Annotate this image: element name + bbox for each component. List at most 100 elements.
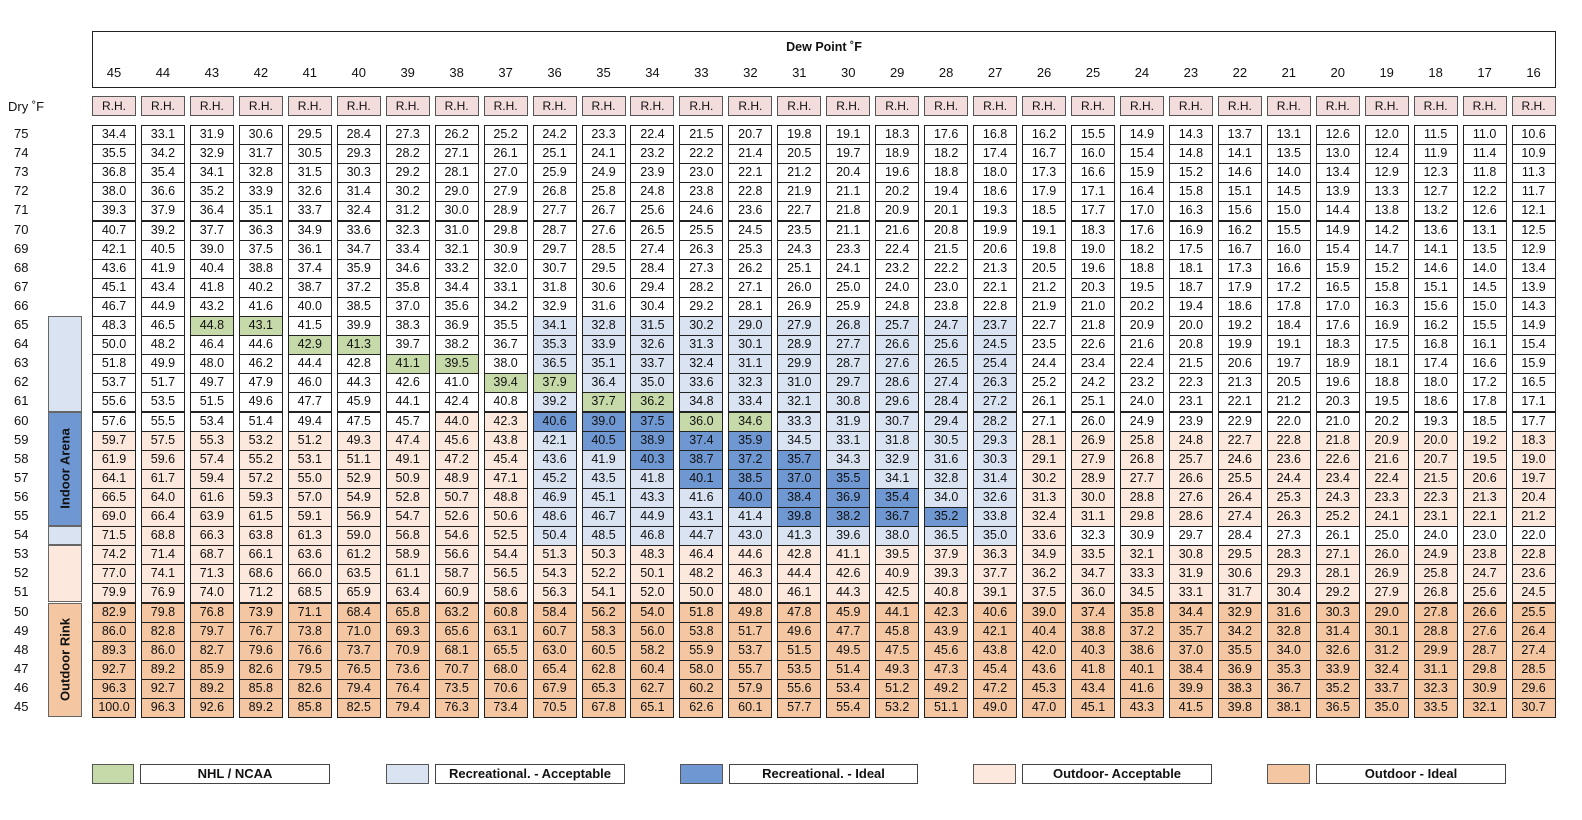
data-cell: 25.7 — [875, 316, 920, 337]
data-cell: 20.8 — [924, 220, 969, 241]
data-cell: 24.5 — [1511, 583, 1556, 604]
data-cell: 74.0 — [189, 583, 234, 604]
data-cell: 31.1 — [1071, 507, 1115, 528]
data-cell: 29.0 — [728, 316, 773, 337]
data-cell: 34.0 — [1266, 640, 1311, 661]
data-cell: 60.7 — [532, 621, 577, 642]
data-cell: 20.7 — [728, 125, 773, 146]
data-cell: 49.1 — [385, 449, 430, 470]
data-cell: 76.6 — [287, 640, 332, 661]
data-cell: 27.1 — [728, 277, 773, 298]
data-cell: 23.2 — [630, 144, 675, 165]
data-cell: 17.3 — [1217, 258, 1262, 279]
data-cell: 22.4 — [875, 239, 920, 260]
row-label: 54 — [14, 527, 29, 543]
data-cell: 39.3 — [924, 564, 969, 585]
data-cell: 42.4 — [434, 392, 479, 413]
column-header: 22 — [1232, 65, 1248, 80]
data-cell: 39.7 — [385, 335, 430, 356]
data-cell: 28.5 — [581, 239, 626, 260]
data-cell: 82.6 — [238, 659, 283, 680]
data-cell: 11.0 — [1462, 125, 1507, 146]
data-cell: 13.6 — [1413, 220, 1458, 241]
data-cell: 45.4 — [483, 449, 528, 470]
data-cell: 16.9 — [1364, 316, 1409, 337]
data-cell: 15.6 — [1413, 296, 1458, 317]
data-cell: 18.6 — [973, 182, 1018, 203]
data-cell: 30.8 — [826, 392, 871, 413]
data-cell: 71.4 — [140, 545, 185, 566]
data-cell: 31.9 — [826, 411, 871, 432]
data-cell: 22.2 — [679, 144, 724, 165]
data-cell: 38.2 — [826, 507, 871, 528]
data-cell: 42.1 — [92, 239, 136, 260]
rh-header-cell: R.H. — [826, 96, 871, 116]
data-cell: 41.6 — [679, 487, 724, 508]
data-cell: 22.1 — [973, 277, 1018, 298]
data-cell: 28.1 — [434, 163, 479, 184]
data-cell: 43.8 — [483, 430, 528, 451]
data-cell: 38.0 — [875, 526, 920, 547]
data-cell: 37.0 — [1168, 640, 1213, 661]
data-cell: 17.7 — [1071, 201, 1115, 222]
data-cell: 33.3 — [1119, 564, 1164, 585]
data-cell: 29.5 — [287, 125, 332, 146]
data-cell: 51.4 — [238, 411, 283, 432]
data-cell: 49.0 — [973, 698, 1018, 719]
data-cell: 13.3 — [1364, 182, 1409, 203]
data-cell: 16.8 — [1413, 335, 1458, 356]
legend-swatch — [680, 764, 723, 784]
row-label: 64 — [14, 336, 29, 352]
data-cell: 51.3 — [532, 545, 577, 566]
data-cell: 38.3 — [1217, 678, 1262, 699]
data-cell: 33.1 — [140, 125, 185, 146]
data-cell: 34.7 — [336, 239, 381, 260]
data-cell: 24.8 — [630, 182, 675, 203]
data-cell: 13.7 — [1217, 125, 1262, 146]
data-cell: 55.2 — [238, 449, 283, 470]
data-cell: 34.1 — [189, 163, 234, 184]
data-cell: 44.1 — [385, 392, 430, 413]
data-cell: 25.2 — [483, 125, 528, 146]
data-cell: 37.4 — [679, 430, 724, 451]
data-cell: 35.6 — [434, 296, 479, 317]
rh-header-cell: R.H. — [140, 96, 185, 116]
data-cell: 62.6 — [679, 698, 724, 719]
data-cell: 26.7 — [581, 201, 626, 222]
data-cell: 41.0 — [434, 373, 479, 394]
rh-header-cell: R.H. — [1217, 96, 1262, 116]
data-cell: 41.9 — [581, 449, 626, 470]
data-cell: 15.5 — [1071, 125, 1115, 146]
data-cell: 42.9 — [287, 335, 332, 356]
data-cell: 35.5 — [1217, 640, 1262, 661]
data-cell: 44.3 — [336, 373, 381, 394]
data-cell: 85.8 — [287, 698, 332, 719]
data-cell: 53.5 — [140, 392, 185, 413]
data-cell: 61.6 — [189, 487, 234, 508]
data-cell: 42.3 — [483, 411, 528, 432]
data-cell: 49.9 — [140, 354, 185, 375]
data-cell: 34.2 — [140, 144, 185, 165]
data-cell: 30.0 — [434, 201, 479, 222]
data-cell: 47.7 — [826, 621, 871, 642]
data-cell: 23.3 — [826, 239, 871, 260]
data-cell: 26.8 — [532, 182, 577, 203]
data-cell: 26.6 — [1168, 468, 1213, 489]
data-cell: 19.4 — [1168, 296, 1213, 317]
data-cell: 39.0 — [189, 239, 234, 260]
data-cell: 12.1 — [1511, 201, 1556, 222]
data-cell: 34.1 — [875, 468, 920, 489]
data-cell: 21.8 — [826, 201, 871, 222]
data-cell: 14.6 — [1217, 163, 1262, 184]
data-cell: 86.0 — [92, 621, 136, 642]
data-cell: 22.6 — [1071, 335, 1115, 356]
data-cell: 28.6 — [1168, 507, 1213, 528]
data-cell: 31.9 — [1168, 564, 1213, 585]
data-cell: 29.9 — [1413, 640, 1458, 661]
data-cell: 15.9 — [1511, 354, 1556, 375]
data-cell: 31.2 — [385, 201, 430, 222]
data-cell: 24.5 — [728, 220, 773, 241]
data-cell: 20.2 — [1364, 411, 1409, 432]
data-cell: 49.7 — [189, 373, 234, 394]
